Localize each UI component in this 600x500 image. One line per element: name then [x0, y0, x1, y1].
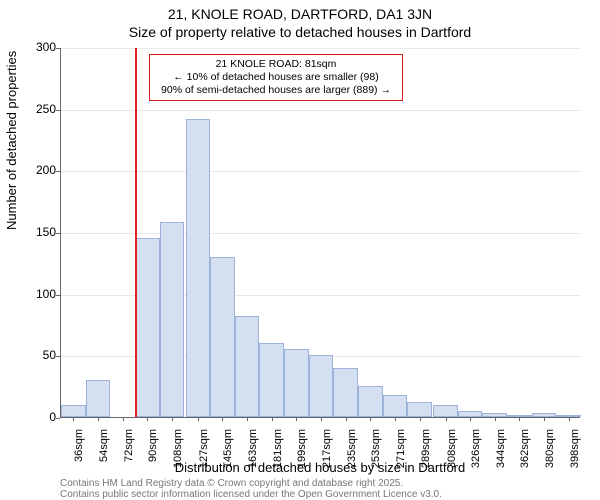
x-tick-mark — [470, 417, 471, 421]
histogram-bar — [86, 380, 111, 417]
x-tick-mark — [420, 417, 421, 421]
x-tick-mark — [321, 417, 322, 421]
x-tick-mark — [172, 417, 173, 421]
histogram-bar — [333, 368, 358, 417]
x-tick-mark — [296, 417, 297, 421]
chart-plot-area: 36sqm54sqm72sqm90sqm108sqm127sqm145sqm16… — [60, 48, 580, 418]
x-tick-mark — [346, 417, 347, 421]
footer-line1: Contains HM Land Registry data © Crown c… — [60, 478, 600, 489]
x-tick-mark — [495, 417, 496, 421]
x-tick-mark — [395, 417, 396, 421]
x-tick-mark — [370, 417, 371, 421]
gridline — [61, 233, 581, 234]
annotation-line3: 90% of semi-detached houses are larger (… — [156, 84, 396, 97]
y-tick-label: 100 — [20, 287, 56, 301]
histogram-bar — [259, 343, 284, 417]
y-tick-mark — [56, 48, 60, 49]
histogram-bar — [383, 395, 408, 417]
x-tick-mark — [98, 417, 99, 421]
x-tick-mark — [73, 417, 74, 421]
histogram-bar — [186, 119, 211, 417]
chart-title-line1: 21, KNOLE ROAD, DARTFORD, DA1 3JN — [0, 6, 600, 22]
histogram-bar — [61, 405, 86, 417]
histogram-bar — [135, 238, 160, 417]
chart-title-line2: Size of property relative to detached ho… — [0, 24, 600, 40]
y-tick-mark — [56, 418, 60, 419]
annotation-line1: 21 KNOLE ROAD: 81sqm — [156, 58, 396, 71]
x-tick-mark — [569, 417, 570, 421]
histogram-bar — [407, 402, 432, 417]
y-tick-label: 150 — [20, 225, 56, 239]
histogram-bar — [358, 386, 383, 417]
x-axis-label: Distribution of detached houses by size … — [60, 460, 580, 475]
gridline — [61, 48, 581, 49]
histogram-bar — [210, 257, 235, 417]
footer-line2: Contains public sector information licen… — [60, 489, 600, 500]
histogram-bar — [433, 405, 458, 417]
x-tick-mark — [446, 417, 447, 421]
y-tick-mark — [56, 110, 60, 111]
y-tick-mark — [56, 356, 60, 357]
annotation-line2: ← 10% of detached houses are smaller (98… — [156, 71, 396, 84]
y-tick-label: 0 — [20, 410, 56, 424]
x-tick-mark — [123, 417, 124, 421]
y-tick-mark — [56, 233, 60, 234]
x-tick-mark — [222, 417, 223, 421]
x-tick-mark — [544, 417, 545, 421]
y-tick-mark — [56, 171, 60, 172]
y-tick-label: 200 — [20, 163, 56, 177]
x-tick-mark — [272, 417, 273, 421]
histogram-bar — [309, 355, 334, 417]
x-tick-mark — [198, 417, 199, 421]
y-axis-label: Number of detached properties — [4, 51, 19, 230]
x-tick-mark — [147, 417, 148, 421]
histogram-bar — [160, 222, 185, 417]
property-size-marker — [135, 48, 137, 417]
histogram-bar — [235, 316, 260, 417]
gridline — [61, 110, 581, 111]
annotation-box: 21 KNOLE ROAD: 81sqm← 10% of detached ho… — [149, 54, 403, 101]
y-tick-label: 300 — [20, 40, 56, 54]
y-tick-label: 250 — [20, 102, 56, 116]
y-tick-mark — [56, 295, 60, 296]
x-tick-mark — [247, 417, 248, 421]
chart-footer: Contains HM Land Registry data © Crown c… — [0, 478, 600, 500]
gridline — [61, 171, 581, 172]
x-tick-mark — [519, 417, 520, 421]
histogram-bar — [284, 349, 309, 417]
y-tick-label: 50 — [20, 348, 56, 362]
